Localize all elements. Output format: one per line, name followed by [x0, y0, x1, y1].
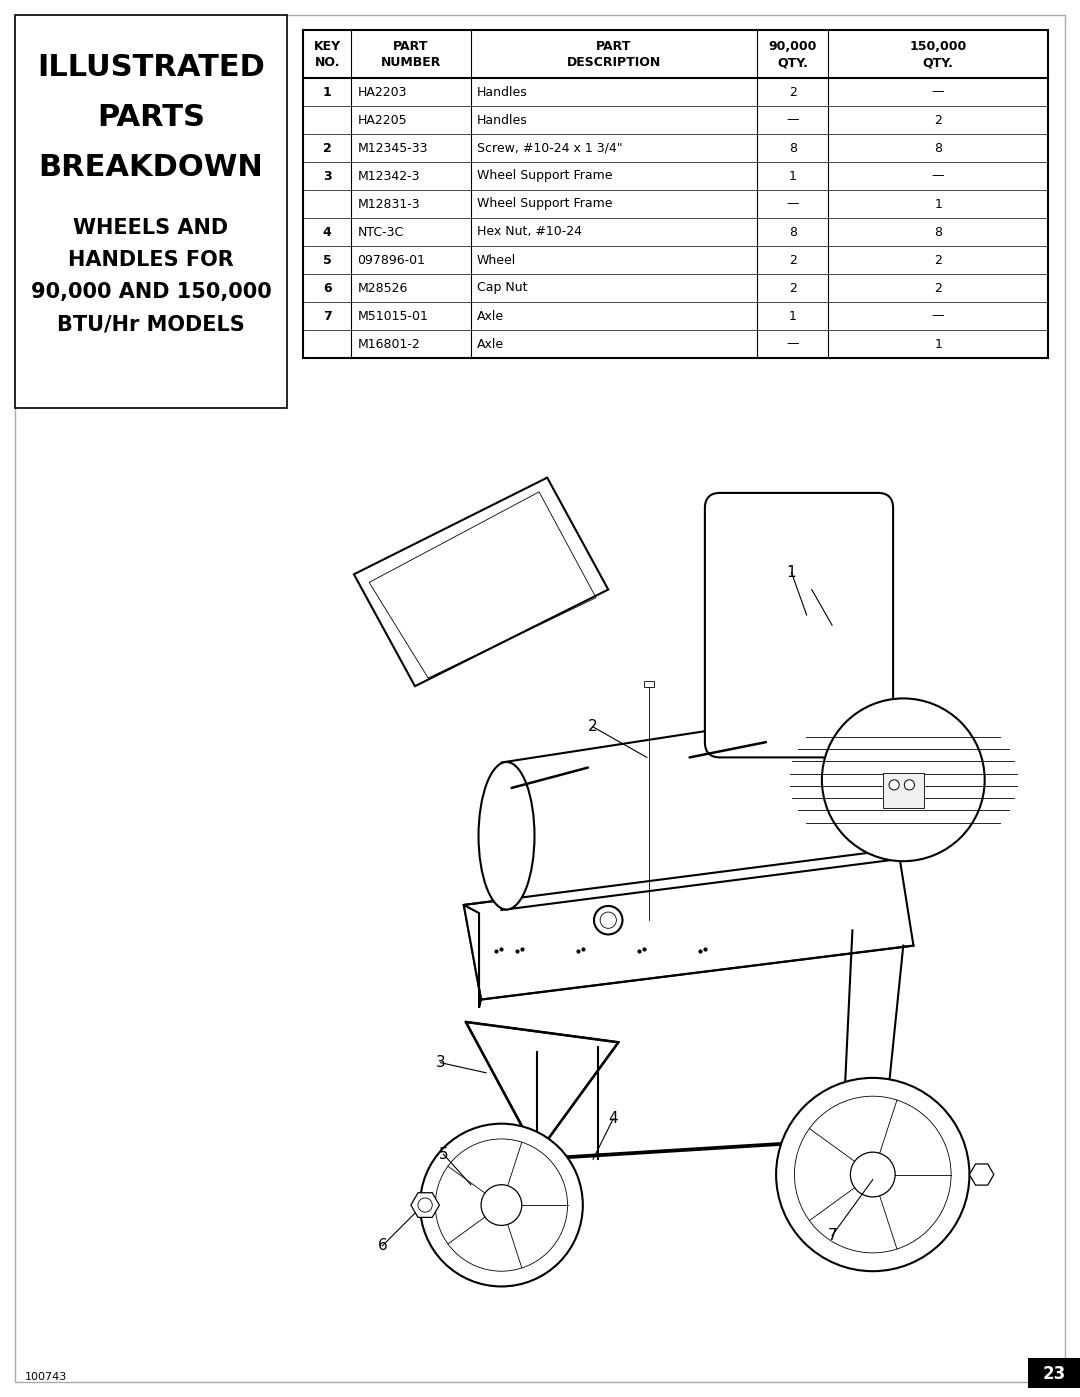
Text: M12345-33: M12345-33 [357, 141, 428, 155]
Text: 90,000 AND 150,000: 90,000 AND 150,000 [30, 282, 271, 302]
Text: Cap Nut: Cap Nut [476, 282, 527, 295]
Circle shape [777, 1078, 970, 1271]
Text: 2: 2 [934, 253, 942, 267]
Text: NUMBER: NUMBER [381, 56, 442, 68]
Text: Axle: Axle [476, 338, 503, 351]
Text: NO.: NO. [314, 56, 340, 68]
Text: M51015-01: M51015-01 [357, 310, 429, 323]
Text: 2: 2 [589, 719, 598, 735]
Circle shape [420, 1123, 583, 1287]
Text: M12342-3: M12342-3 [357, 169, 420, 183]
Text: 1: 1 [786, 564, 796, 580]
Text: Hex Nut, #10-24: Hex Nut, #10-24 [476, 225, 582, 239]
Text: 2: 2 [788, 85, 797, 99]
Polygon shape [463, 849, 914, 999]
Text: 8: 8 [788, 225, 797, 239]
Text: 7: 7 [323, 310, 332, 323]
Text: BTU/Hr MODELS: BTU/Hr MODELS [57, 314, 245, 334]
Circle shape [481, 1185, 522, 1225]
Text: Wheel Support Frame: Wheel Support Frame [476, 197, 612, 211]
Text: HA2205: HA2205 [357, 113, 407, 127]
Circle shape [435, 1139, 568, 1271]
Text: 100743: 100743 [25, 1372, 67, 1382]
Text: 5: 5 [438, 1147, 448, 1162]
Text: —: — [786, 338, 799, 351]
Circle shape [889, 780, 900, 789]
Text: 1: 1 [788, 310, 797, 323]
Polygon shape [463, 905, 481, 1007]
Text: M12831-3: M12831-3 [357, 197, 420, 211]
Text: 2: 2 [934, 113, 942, 127]
Text: BREAKDOWN: BREAKDOWN [39, 154, 264, 183]
Text: 1: 1 [323, 85, 332, 99]
Text: M28526: M28526 [357, 282, 408, 295]
Circle shape [904, 780, 915, 789]
Text: —: — [932, 310, 944, 323]
Text: ILLUSTRATED: ILLUSTRATED [37, 53, 265, 82]
Text: Wheel: Wheel [476, 253, 516, 267]
Text: —: — [932, 169, 944, 183]
Text: 8: 8 [788, 141, 797, 155]
Text: 3: 3 [435, 1055, 445, 1070]
Text: QTY.: QTY. [778, 56, 808, 68]
Text: WHEELS AND: WHEELS AND [73, 218, 229, 237]
Text: Axle: Axle [476, 310, 503, 323]
Circle shape [600, 912, 617, 929]
Text: 2: 2 [323, 141, 332, 155]
Text: —: — [786, 113, 799, 127]
Text: 1: 1 [934, 338, 942, 351]
Bar [883, 773, 923, 809]
Text: 8: 8 [934, 141, 942, 155]
Text: 1: 1 [788, 169, 797, 183]
Text: 4: 4 [323, 225, 332, 239]
Bar [644, 682, 654, 687]
Text: PARTS: PARTS [97, 103, 205, 133]
Circle shape [418, 1199, 432, 1213]
Text: 150,000: 150,000 [909, 41, 967, 53]
Polygon shape [354, 478, 608, 686]
Text: 097896-01: 097896-01 [357, 253, 426, 267]
Bar [303, 29, 1048, 358]
Text: HA2203: HA2203 [357, 85, 407, 99]
Text: 90,000: 90,000 [769, 41, 818, 53]
Bar [15, 15, 287, 408]
Text: 2: 2 [934, 282, 942, 295]
Text: NTC-3C: NTC-3C [357, 225, 404, 239]
Text: 4: 4 [608, 1111, 618, 1126]
Ellipse shape [478, 761, 535, 909]
Text: 1: 1 [934, 197, 942, 211]
Text: M16801-2: M16801-2 [357, 338, 420, 351]
Bar [1028, 1358, 1080, 1389]
Text: Handles: Handles [476, 113, 527, 127]
Text: 5: 5 [323, 253, 332, 267]
Text: HANDLES FOR: HANDLES FOR [68, 250, 234, 270]
Text: DESCRIPTION: DESCRIPTION [567, 56, 661, 68]
Text: 7: 7 [827, 1228, 837, 1243]
Text: 2: 2 [788, 253, 797, 267]
Text: 23: 23 [1042, 1365, 1066, 1383]
Text: —: — [786, 197, 799, 211]
Polygon shape [501, 701, 899, 909]
Text: PART: PART [596, 41, 632, 53]
Text: 2: 2 [788, 282, 797, 295]
Circle shape [795, 1097, 951, 1253]
Circle shape [594, 905, 622, 935]
Text: Screw, #10-24 x 1 3/4": Screw, #10-24 x 1 3/4" [476, 141, 622, 155]
Text: Handles: Handles [476, 85, 527, 99]
Circle shape [850, 1153, 895, 1197]
FancyBboxPatch shape [705, 493, 893, 757]
Text: 8: 8 [934, 225, 942, 239]
Circle shape [822, 698, 985, 861]
Text: 6: 6 [378, 1238, 388, 1253]
Text: —: — [932, 85, 944, 99]
Text: 3: 3 [323, 169, 332, 183]
Text: KEY: KEY [313, 41, 341, 53]
Text: Wheel Support Frame: Wheel Support Frame [476, 169, 612, 183]
Text: QTY.: QTY. [922, 56, 954, 68]
Text: 6: 6 [323, 282, 332, 295]
Text: PART: PART [393, 41, 429, 53]
